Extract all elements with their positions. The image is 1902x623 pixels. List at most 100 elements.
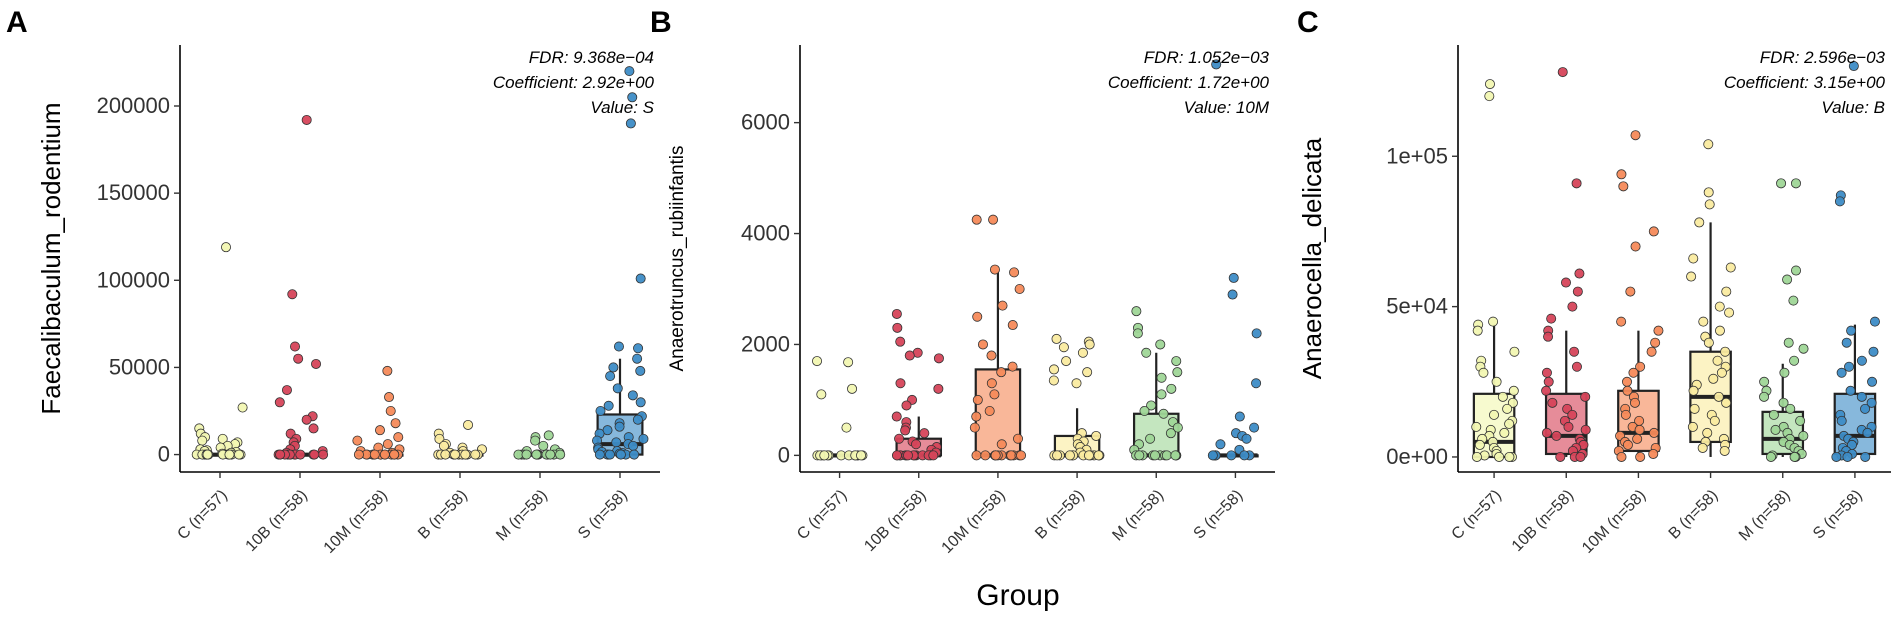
data-point [635, 273, 646, 284]
box-group-10B [273, 114, 329, 460]
data-point [1048, 375, 1059, 386]
data-point [933, 353, 944, 364]
data-point [1580, 391, 1591, 402]
data-point [1014, 283, 1025, 294]
data-point [1139, 405, 1150, 416]
box-group-10M [1613, 130, 1664, 462]
data-point [301, 114, 312, 125]
data-point [990, 450, 1001, 461]
data-point [996, 367, 1007, 378]
data-point [819, 450, 830, 461]
data-point [1704, 199, 1715, 210]
panel-letter: B [650, 6, 672, 39]
box-group-S [1831, 61, 1880, 462]
data-point [1779, 367, 1790, 378]
data-point [1860, 451, 1871, 462]
data-point [1134, 450, 1145, 461]
data-point [1132, 328, 1143, 339]
data-point [1471, 421, 1482, 432]
data-point [1869, 316, 1880, 327]
data-point [1635, 451, 1646, 462]
data-point [1211, 59, 1222, 70]
data-point [977, 339, 988, 350]
data-point [1082, 367, 1093, 378]
data-point [1507, 397, 1518, 408]
data-point [221, 242, 232, 253]
data-point [901, 400, 912, 411]
data-point [1712, 355, 1723, 366]
data-point [891, 450, 902, 461]
data-point [1798, 430, 1809, 441]
data-point [1759, 391, 1770, 402]
data-point [1686, 271, 1697, 282]
data-point [989, 389, 1000, 400]
data-point [1716, 367, 1727, 378]
data-point [237, 402, 248, 413]
data-point [1650, 337, 1661, 348]
data-point [1504, 418, 1515, 429]
y-tick-label: 50000 [109, 354, 170, 379]
data-point [1867, 376, 1878, 387]
data-point [1241, 433, 1252, 444]
panel-B: B Anaerotruncus_rubiinfantis 0 2000 4000 6000… [650, 6, 1275, 557]
data-point [594, 449, 605, 460]
y-tick-label: 0e+00 [1386, 444, 1448, 469]
y-axis-label: Anaerocella_delicata [1297, 137, 1327, 379]
data-point [1848, 61, 1859, 72]
data-point [1687, 421, 1698, 432]
data-point [1166, 383, 1177, 394]
data-point [1484, 79, 1495, 90]
box-group-M [513, 430, 566, 460]
data-point [1228, 272, 1239, 283]
data-point [233, 449, 244, 460]
data-point [635, 397, 646, 408]
data-point [1141, 347, 1152, 358]
data-point [1077, 347, 1088, 358]
data-point [1725, 262, 1736, 273]
data-point [625, 118, 636, 129]
data-point [1083, 450, 1094, 461]
data-point [1546, 313, 1557, 324]
data-point [1572, 286, 1583, 297]
data-point [1689, 403, 1700, 414]
data-point [1131, 306, 1142, 317]
box-group-S [1207, 59, 1262, 461]
data-point [1478, 367, 1489, 378]
data-point [460, 449, 471, 460]
box-group-10M [969, 214, 1027, 461]
x-tick-label: S (n=58) [575, 487, 631, 543]
data-point [1709, 415, 1720, 426]
data-point [1172, 422, 1183, 433]
stat-annotation: FDR: 9.368e−04 [529, 48, 654, 67]
data-point [521, 449, 532, 460]
data-point [290, 341, 301, 352]
data-point [1543, 376, 1554, 387]
data-point [1834, 196, 1845, 207]
data-point [1788, 295, 1799, 306]
data-point [972, 311, 983, 322]
data-point [1719, 445, 1730, 456]
data-point [895, 378, 906, 389]
y-tick-label: 4000 [741, 221, 790, 246]
data-point [614, 421, 625, 432]
data-point [1093, 450, 1104, 461]
data-point [1569, 346, 1580, 357]
data-point [1563, 421, 1574, 432]
data-point [1653, 325, 1664, 336]
data-point [1648, 226, 1659, 237]
data-point [1616, 169, 1627, 180]
data-point [1551, 430, 1562, 441]
data-point [1625, 286, 1636, 297]
data-point [1227, 289, 1238, 300]
data-point [1541, 367, 1552, 378]
data-point [1557, 67, 1568, 78]
data-point [1782, 274, 1793, 285]
data-point [1622, 385, 1633, 396]
data-point [1150, 450, 1161, 461]
data-point [635, 365, 646, 376]
x-axis-title: Group [976, 579, 1059, 612]
stat-annotation: Value: B [1821, 98, 1885, 117]
data-point [382, 439, 393, 450]
data-point [353, 449, 364, 460]
data-point [971, 411, 982, 422]
